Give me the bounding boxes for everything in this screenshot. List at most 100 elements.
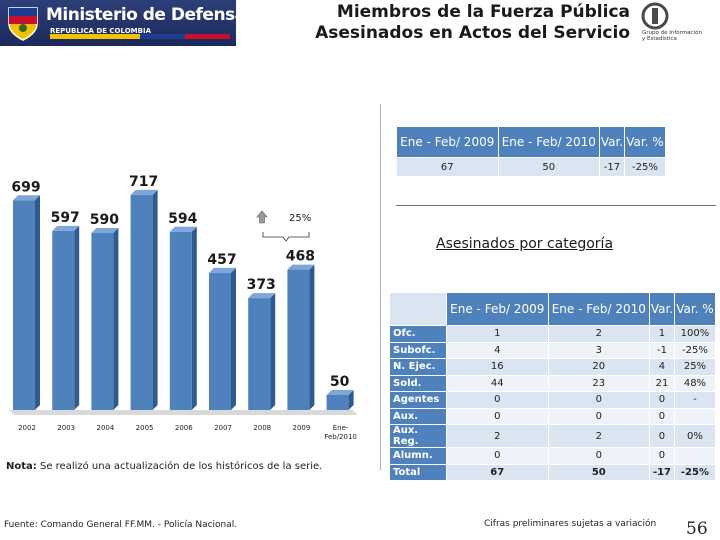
category-label: Subofc. [389,341,447,359]
page-title-line1: Miembros de la Fuerza Pública [336,2,630,22]
summary-cell: 50 [497,157,601,177]
category-cell: 21 [649,374,675,392]
category-cell: 44 [446,374,549,392]
bar-value-label: 468 [286,249,315,265]
bar [326,390,354,410]
x-tick-label: 2002 [18,424,36,432]
group-logo-icon [641,2,669,30]
group-name-line2: y Estadística [642,36,677,42]
bar [287,264,315,410]
category-title: Asesinados por categoría [436,236,614,252]
category-header-cell: Ene - Feb/ 2010 [547,292,651,326]
category-cell: 100% [673,325,717,343]
bar-value-label: 597 [51,210,80,226]
category-label: Aux. [389,407,447,425]
bar-value-label: 590 [90,212,119,228]
x-tick-label: 2004 [96,424,114,432]
category-cell: 2 [547,325,651,343]
group-name-line1: Grupo de Información [642,30,702,36]
category-cell: 0 [446,391,549,409]
table-row: Aux. Reg. 2 2 0 0% [389,424,717,448]
category-cell: 0 [649,447,675,465]
summary-cell: -25% [623,157,667,177]
bar-value-label: 457 [207,252,236,268]
variation-annotation-label: 25% [289,213,311,224]
table-row: Subofc. 4 3 -1 -25% [389,341,717,359]
bar-value-label: 594 [168,211,197,227]
category-cell: 20 [547,358,651,376]
category-cell: 16 [446,358,549,376]
category-header-cell: Var. [649,292,675,326]
category-cell: 67 [446,463,549,481]
table-row: Aux. 0 0 0 [389,407,717,425]
bar [91,228,119,410]
category-cell: -25% [673,463,717,481]
x-tick-label: 2005 [136,424,154,432]
category-label: Ofc. [389,325,447,343]
bar-value-label: 50 [330,374,350,390]
coat-of-arms-icon [8,7,38,41]
bracket-icon [262,232,310,242]
flag-stripe [50,34,230,39]
category-label: Alumn. [389,447,447,465]
category-table: Ene - Feb/ 2009 Ene - Feb/ 2010 Var. Var. %… [389,292,717,481]
preliminary-note: Cifras preliminares sujetas a variación [484,519,657,529]
source-text: Fuente: Comando General FF.MM. - Policía… [4,520,238,530]
category-cell: 0 [547,447,651,465]
category-cell: 0% [673,424,717,448]
category-cell: 0 [547,407,651,425]
summary-cell: 67 [396,157,499,177]
x-tick-label: 2009 [292,424,310,432]
divider-horizontal [396,205,716,206]
summary-header-cell: Ene - Feb/ 2009 [396,126,499,158]
category-cell: 50 [547,463,651,481]
note-label: Nota: [6,461,37,472]
category-cell: 4 [446,341,549,359]
x-tick-label: Ene-Feb/2010 [324,424,357,441]
category-cell: 0 [446,407,549,425]
bar [169,226,197,410]
category-cell: 3 [547,341,651,359]
x-tick-label: 2007 [214,424,232,432]
bar [130,189,158,410]
bar-series: 699 2002 597 2003 590 2004 717 2005 594 2006 457 20… [9,174,358,441]
category-header-cell [389,292,447,326]
ministry-name: Ministerio de Defensa Nacional [46,5,330,25]
category-label: Aux. Reg. [389,424,447,448]
category-cell: - [673,391,717,409]
page-title-line2: Asesinados en Actos del Servicio [315,23,630,43]
category-label: Total [389,463,447,481]
category-cell: 0 [649,391,675,409]
bar [52,225,80,410]
header: Ministerio de Defensa Nacional REPUBLICA… [0,0,720,46]
category-cell: 0 [649,407,675,425]
category-label: Sold. [389,374,447,392]
note: Nota: Se realizó una actualización de lo… [6,461,322,472]
x-tick-label: 2006 [175,424,193,432]
table-row: N. Ejec. 16 20 4 25% [389,358,717,376]
category-cell: -17 [649,463,675,481]
category-cell: 4 [649,358,675,376]
bar [13,195,40,410]
category-cell: 0 [446,447,549,465]
summary-table: Ene - Feb/ 2009 Ene - Feb/ 2010 Var. Var. %… [396,126,667,177]
bar-value-label: 699 [11,179,40,195]
group-name: Grupo de Información y Estadística [642,30,702,42]
summary-cell: -17 [599,157,625,177]
category-header-cell: Ene - Feb/ 2009 [446,292,549,326]
category-cell: 48% [673,374,717,392]
bar [209,267,236,410]
page-number: 56 [686,519,708,539]
category-cell: 0 [649,424,675,448]
category-cell: 1 [446,325,549,343]
x-tick-label: 2008 [253,424,271,432]
summary-header-cell: Var. [599,126,625,158]
table-row: Total 67 50 -17 -25% [389,463,717,481]
bar [248,293,276,410]
category-cell: -25% [673,341,717,359]
category-cell: 23 [547,374,651,392]
ministry-logo-banner: Ministerio de Defensa Nacional REPUBLICA… [0,0,330,46]
category-cell: 0 [547,391,651,409]
summary-header-cell: Var. % [623,126,667,158]
